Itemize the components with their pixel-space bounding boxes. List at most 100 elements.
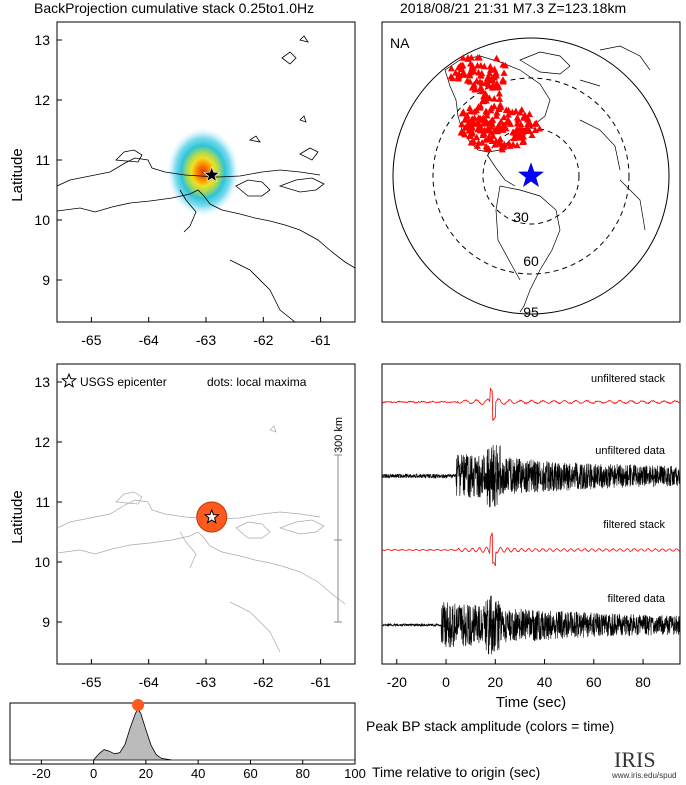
coastline-faint — [57, 425, 346, 653]
map1-ytick-label: 10 — [34, 212, 50, 228]
station-triangle — [463, 111, 471, 119]
station-triangle — [485, 119, 493, 127]
station-triangle — [489, 132, 497, 139]
amplitude-xlabel: Time relative to origin (sec) — [372, 764, 540, 780]
station-triangle — [466, 104, 474, 112]
station-triangle — [485, 94, 493, 102]
station-triangle — [509, 128, 517, 136]
backprojection-map: -65 -64 -63 -62 -61 13 12 11 10 9 Latitude — [9, 21, 356, 348]
station-globe: 30 60 95 NA — [381, 21, 681, 323]
station-triangle — [463, 124, 471, 131]
station-triangle — [520, 133, 528, 140]
station-triangle — [474, 68, 482, 76]
station-triangle — [502, 124, 510, 132]
map1-ytick-label: 12 — [34, 92, 50, 108]
station-triangle — [493, 54, 501, 62]
station-triangle — [488, 137, 496, 144]
map2-xtick-label: -63 — [196, 674, 216, 690]
station-triangle — [477, 62, 485, 69]
station-triangle — [503, 118, 511, 126]
map1-ytick-label: 11 — [35, 152, 50, 168]
logo-text: IRIS — [614, 747, 656, 772]
station-triangle — [500, 113, 508, 121]
map2-ytick-label: 12 — [34, 434, 50, 450]
trace-filtered-data — [381, 595, 681, 655]
amplitude-area — [10, 708, 355, 761]
station-triangle — [502, 106, 510, 114]
station-triangle — [466, 71, 474, 79]
station-triangle — [478, 86, 486, 94]
station-triangle — [519, 138, 527, 145]
map1-xtick-label: -65 — [81, 332, 101, 348]
usgs-epicenter-star — [203, 508, 220, 524]
station-triangle — [476, 126, 484, 134]
station-triangle — [458, 120, 466, 128]
map1-xtick-label: -63 — [196, 332, 216, 348]
map2-ylabel: Latitude — [9, 490, 26, 543]
heat-blob — [167, 128, 239, 216]
station-triangle — [460, 70, 468, 77]
station-triangle — [526, 120, 534, 127]
scale-label: 300 km — [333, 417, 345, 453]
right-title: 2018/08/21 21:31 M7.3 Z=123.18km — [400, 0, 626, 16]
map2-ytick-label: 9 — [42, 614, 50, 630]
station-triangle — [479, 114, 487, 121]
map2-axes: -65 -64 -63 -62 -61 13 12 11 10 9 — [34, 374, 331, 690]
station-triangle — [495, 89, 503, 97]
station-triangle — [471, 86, 479, 93]
station-triangle — [526, 127, 534, 135]
station-triangle — [470, 80, 478, 88]
station-triangle — [458, 109, 466, 117]
map1-xtick-label: -62 — [253, 332, 273, 348]
station-triangle — [473, 133, 481, 141]
amplitude-axis: -20 0 20 40 60 80 100 — [32, 760, 366, 781]
amplitude-peak-dot — [132, 699, 145, 711]
station-triangle — [495, 139, 503, 147]
station-triangle — [488, 74, 496, 82]
map2-xtick-label: -61 — [310, 674, 330, 690]
amp-xtick-label: -20 — [32, 766, 51, 781]
station-triangle — [528, 131, 536, 139]
station-triangle — [495, 103, 503, 111]
station-triangle — [487, 104, 495, 111]
coastline — [57, 35, 355, 322]
station-triangle — [517, 120, 525, 128]
station-triangle — [495, 121, 503, 129]
amp-xtick-label: 20 — [139, 766, 153, 781]
station-triangle — [468, 64, 476, 72]
amp-xtick-label: 40 — [191, 766, 205, 781]
station-triangle — [497, 118, 505, 125]
station-triangle — [483, 111, 491, 119]
station-triangle — [516, 108, 524, 116]
station-triangle — [493, 109, 501, 116]
station-triangle — [531, 120, 539, 127]
station-triangle — [478, 138, 486, 146]
station-triangle — [524, 114, 532, 121]
station-triangle — [487, 129, 495, 136]
station-triangle — [477, 123, 485, 130]
traces-xlabel: Time (sec) — [496, 694, 566, 711]
station-triangle — [473, 119, 481, 126]
trace-label-unfiltered-stack: unfiltered stack — [591, 373, 665, 385]
station-triangle — [466, 119, 474, 127]
station-triangle — [455, 70, 463, 77]
amp-xtick-label: 80 — [295, 766, 309, 781]
legend-star-icon — [60, 372, 78, 388]
map1-ytick-label: 9 — [42, 272, 50, 288]
station-triangle — [486, 69, 494, 77]
station-triangle — [468, 124, 476, 131]
ring-label-30: 30 — [513, 209, 529, 225]
station-triangle — [484, 135, 492, 143]
station-triangle — [487, 106, 495, 114]
traces-xtick-label: 20 — [488, 674, 504, 690]
station-triangle — [470, 137, 478, 145]
station-triangle — [493, 84, 501, 91]
peak-amplitude-plot: -20 0 20 40 60 80 100 Peak BP stack amplitude … — [9, 699, 614, 781]
station-triangle — [447, 73, 455, 80]
station-triangle — [490, 102, 498, 110]
station-triangle — [482, 107, 490, 115]
station-triangle — [513, 114, 521, 121]
map2-xtick-label: -64 — [139, 674, 159, 690]
trace-filtered-stack — [382, 532, 681, 567]
